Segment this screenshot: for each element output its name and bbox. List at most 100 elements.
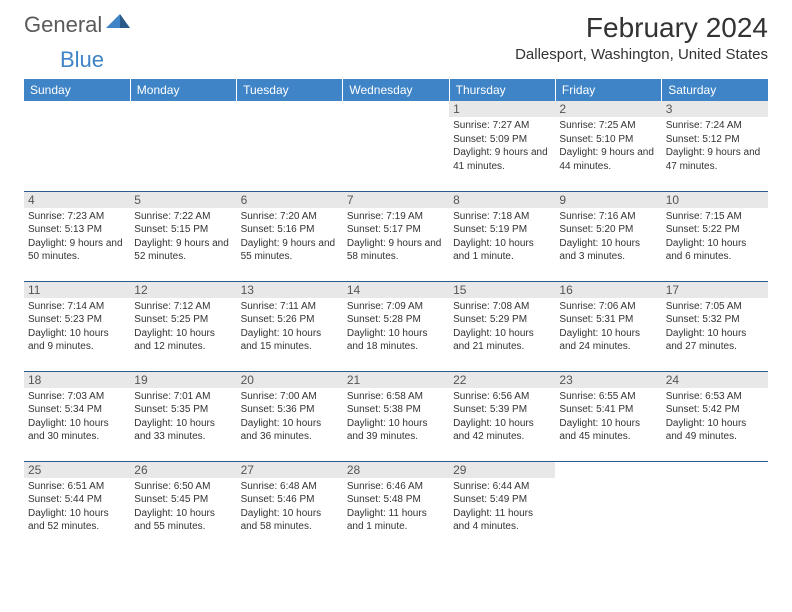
calendar-day-cell: 13 Sunrise: 7:11 AMSunset: 5:26 PMDayligh… <box>237 281 343 371</box>
day-info: Sunrise: 7:14 AMSunset: 5:23 PMDaylight:… <box>28 300 126 354</box>
day-number: 7 <box>343 192 449 208</box>
calendar-day-cell: . <box>662 461 768 551</box>
calendar-day-cell: 27 Sunrise: 6:48 AMSunset: 5:46 PMDayligh… <box>237 461 343 551</box>
day-info: Sunrise: 7:22 AMSunset: 5:15 PMDaylight:… <box>134 210 232 264</box>
day-info: Sunrise: 7:06 AMSunset: 5:31 PMDaylight:… <box>559 300 657 354</box>
weekday-header: Thursday <box>449 79 555 101</box>
day-info: Sunrise: 7:27 AMSunset: 5:09 PMDaylight:… <box>453 119 551 173</box>
calendar-day-cell: 20 Sunrise: 7:00 AMSunset: 5:36 PMDayligh… <box>237 371 343 461</box>
logo: General <box>24 12 134 38</box>
calendar-table: SundayMondayTuesdayWednesdayThursdayFrid… <box>24 79 768 551</box>
day-number: 1 <box>449 101 555 117</box>
day-info: Sunrise: 6:50 AMSunset: 5:45 PMDaylight:… <box>134 480 232 534</box>
calendar-day-cell: 18 Sunrise: 7:03 AMSunset: 5:34 PMDayligh… <box>24 371 130 461</box>
calendar-day-cell: 25 Sunrise: 6:51 AMSunset: 5:44 PMDayligh… <box>24 461 130 551</box>
day-number: 27 <box>237 462 343 478</box>
calendar-day-cell: 12Sunrise: 7:12 AMSunset: 5:25 PMDayligh… <box>130 281 236 371</box>
day-number: 9 <box>555 192 661 208</box>
day-number: 29 <box>449 462 555 478</box>
day-info: Sunrise: 7:05 AMSunset: 5:32 PMDaylight:… <box>666 300 764 354</box>
day-number: 19 <box>130 372 236 388</box>
calendar-day-cell: 2 Sunrise: 7:25 AMSunset: 5:10 PMDaylight… <box>555 101 661 191</box>
calendar-day-cell: 4 Sunrise: 7:23 AMSunset: 5:13 PMDaylight… <box>24 191 130 281</box>
day-info: Sunrise: 7:11 AMSunset: 5:26 PMDaylight:… <box>241 300 339 354</box>
calendar-day-cell: 17 Sunrise: 7:05 AMSunset: 5:32 PMDayligh… <box>662 281 768 371</box>
day-info: Sunrise: 7:03 AMSunset: 5:34 PMDaylight:… <box>28 390 126 444</box>
calendar-day-cell: 21Sunrise: 6:58 AMSunset: 5:38 PMDayligh… <box>343 371 449 461</box>
calendar-day-cell: 15 Sunrise: 7:08 AMSunset: 5:29 PMDayligh… <box>449 281 555 371</box>
day-info: Sunrise: 7:25 AMSunset: 5:10 PMDaylight:… <box>559 119 657 173</box>
day-info: Sunrise: 7:00 AMSunset: 5:36 PMDaylight:… <box>241 390 339 444</box>
weekday-header: Sunday <box>24 79 130 101</box>
day-info: Sunrise: 7:08 AMSunset: 5:29 PMDaylight:… <box>453 300 551 354</box>
month-title: February 2024 <box>515 12 768 44</box>
day-info: Sunrise: 7:15 AMSunset: 5:22 PMDaylight:… <box>666 210 764 264</box>
day-number: 28 <box>343 462 449 478</box>
day-info: Sunrise: 7:18 AMSunset: 5:19 PMDaylight:… <box>453 210 551 264</box>
day-number: 14 <box>343 282 449 298</box>
day-info: Sunrise: 6:48 AMSunset: 5:46 PMDaylight:… <box>241 480 339 534</box>
weekday-header: Tuesday <box>237 79 343 101</box>
day-number: 25 <box>24 462 130 478</box>
calendar-day-cell: 10Sunrise: 7:15 AMSunset: 5:22 PMDayligh… <box>662 191 768 281</box>
calendar-day-cell: 16 Sunrise: 7:06 AMSunset: 5:31 PMDayligh… <box>555 281 661 371</box>
calendar-day-cell: 19 Sunrise: 7:01 AMSunset: 5:35 PMDayligh… <box>130 371 236 461</box>
day-info: Sunrise: 7:12 AMSunset: 5:25 PMDaylight:… <box>134 300 232 354</box>
day-info: Sunrise: 7:16 AMSunset: 5:20 PMDaylight:… <box>559 210 657 264</box>
weekday-header-row: SundayMondayTuesdayWednesdayThursdayFrid… <box>24 79 768 101</box>
day-info: Sunrise: 6:51 AMSunset: 5:44 PMDaylight:… <box>28 480 126 534</box>
day-number: 2 <box>555 101 661 117</box>
day-info: Sunrise: 7:09 AMSunset: 5:28 PMDaylight:… <box>347 300 445 354</box>
calendar-day-cell: 28 Sunrise: 6:46 AMSunset: 5:48 PMDayligh… <box>343 461 449 551</box>
calendar-day-cell: 24 Sunrise: 6:53 AMSunset: 5:42 PMDayligh… <box>662 371 768 461</box>
calendar-week-row: 4 Sunrise: 7:23 AMSunset: 5:13 PMDaylight… <box>24 191 768 281</box>
calendar-day-cell: . <box>130 101 236 191</box>
calendar-body: ....1Sunrise: 7:27 AMSunset: 5:09 PMDayl… <box>24 101 768 551</box>
day-number: 20 <box>237 372 343 388</box>
weekday-header: Wednesday <box>343 79 449 101</box>
day-info: Sunrise: 6:46 AMSunset: 5:48 PMDaylight:… <box>347 480 445 534</box>
calendar-week-row: 25 Sunrise: 6:51 AMSunset: 5:44 PMDayligh… <box>24 461 768 551</box>
day-info: Sunrise: 6:44 AMSunset: 5:49 PMDaylight:… <box>453 480 551 534</box>
day-info: Sunrise: 7:24 AMSunset: 5:12 PMDaylight:… <box>666 119 764 173</box>
calendar-day-cell: 22Sunrise: 6:56 AMSunset: 5:39 PMDayligh… <box>449 371 555 461</box>
calendar-week-row: 11Sunrise: 7:14 AMSunset: 5:23 PMDayligh… <box>24 281 768 371</box>
calendar-day-cell: 7Sunrise: 7:19 AMSunset: 5:17 PMDaylight… <box>343 191 449 281</box>
calendar-day-cell: 11Sunrise: 7:14 AMSunset: 5:23 PMDayligh… <box>24 281 130 371</box>
title-block: February 2024 Dallesport, Washington, Un… <box>515 12 768 63</box>
day-number: 6 <box>237 192 343 208</box>
calendar-week-row: 18 Sunrise: 7:03 AMSunset: 5:34 PMDayligh… <box>24 371 768 461</box>
location: Dallesport, Washington, United States <box>515 46 768 63</box>
day-number: 8 <box>449 192 555 208</box>
day-number: 24 <box>662 372 768 388</box>
calendar-day-cell: . <box>24 101 130 191</box>
day-number: 21 <box>343 372 449 388</box>
day-number: 3 <box>662 101 768 117</box>
day-number: 4 <box>24 192 130 208</box>
day-info: Sunrise: 6:55 AMSunset: 5:41 PMDaylight:… <box>559 390 657 444</box>
calendar-day-cell: 23Sunrise: 6:55 AMSunset: 5:41 PMDayligh… <box>555 371 661 461</box>
day-info: Sunrise: 7:20 AMSunset: 5:16 PMDaylight:… <box>241 210 339 264</box>
calendar-day-cell: 5Sunrise: 7:22 AMSunset: 5:15 PMDaylight… <box>130 191 236 281</box>
calendar-day-cell: 3 Sunrise: 7:24 AMSunset: 5:12 PMDaylight… <box>662 101 768 191</box>
day-info: Sunrise: 7:01 AMSunset: 5:35 PMDaylight:… <box>134 390 232 444</box>
day-info: Sunrise: 6:53 AMSunset: 5:42 PMDaylight:… <box>666 390 764 444</box>
day-number: 17 <box>662 282 768 298</box>
weekday-header: Saturday <box>662 79 768 101</box>
day-number: 15 <box>449 282 555 298</box>
day-info: Sunrise: 6:56 AMSunset: 5:39 PMDaylight:… <box>453 390 551 444</box>
calendar-week-row: ....1Sunrise: 7:27 AMSunset: 5:09 PMDayl… <box>24 101 768 191</box>
calendar-day-cell: 1 Sunrise: 7:27 AMSunset: 5:09 PMDaylight… <box>449 101 555 191</box>
calendar-day-cell: 14 Sunrise: 7:09 AMSunset: 5:28 PMDayligh… <box>343 281 449 371</box>
calendar-day-cell: 9 Sunrise: 7:16 AMSunset: 5:20 PMDaylight… <box>555 191 661 281</box>
calendar-day-cell: 26Sunrise: 6:50 AMSunset: 5:45 PMDayligh… <box>130 461 236 551</box>
day-info: Sunrise: 7:23 AMSunset: 5:13 PMDaylight:… <box>28 210 126 264</box>
calendar-day-cell: 6 Sunrise: 7:20 AMSunset: 5:16 PMDaylight… <box>237 191 343 281</box>
calendar-day-cell: 8 Sunrise: 7:18 AMSunset: 5:19 PMDaylight… <box>449 191 555 281</box>
weekday-header: Monday <box>130 79 236 101</box>
day-number: 18 <box>24 372 130 388</box>
calendar-day-cell: . <box>343 101 449 191</box>
calendar-day-cell: 29 Sunrise: 6:44 AMSunset: 5:49 PMDayligh… <box>449 461 555 551</box>
day-number: 16 <box>555 282 661 298</box>
day-number: 13 <box>237 282 343 298</box>
